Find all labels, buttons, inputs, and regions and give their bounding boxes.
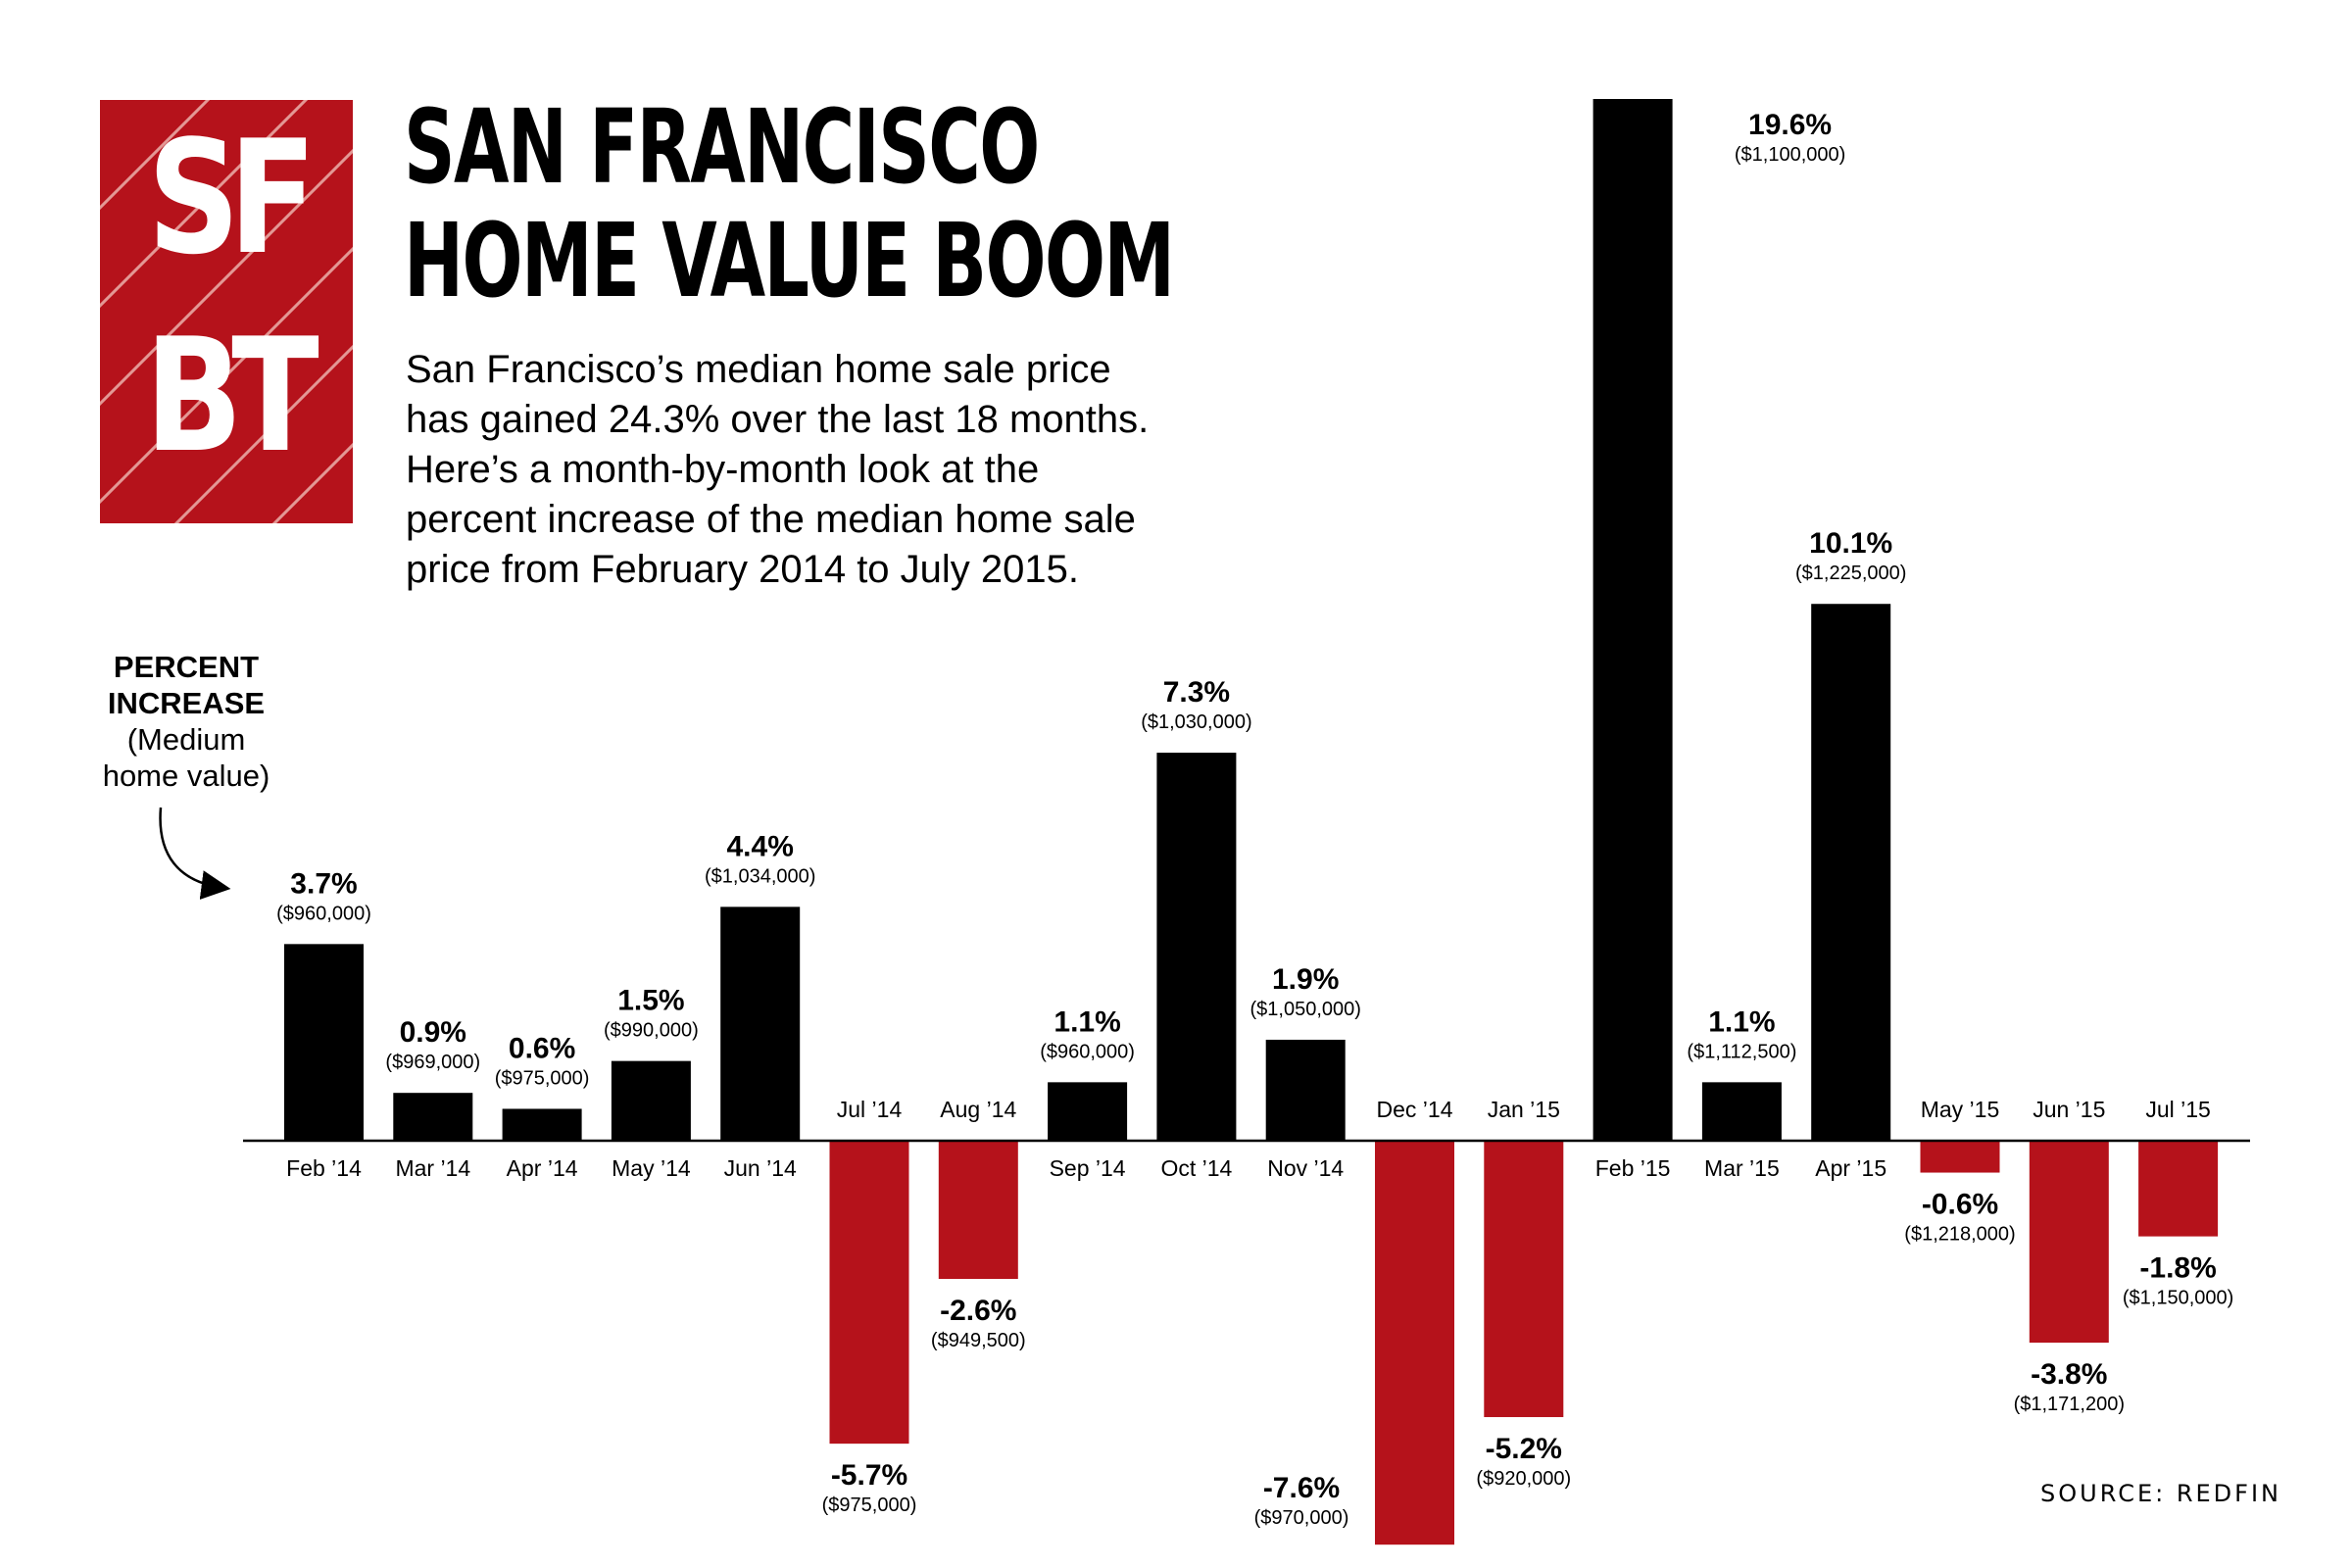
- data-label-price: ($1,050,000): [1250, 999, 1360, 1020]
- subtitle-line: Here’s a month-by-month look at the: [406, 448, 1040, 491]
- bar: [1592, 99, 1673, 1141]
- data-label-percent: -2.6%: [940, 1295, 1016, 1327]
- x-tick-label: Oct ’14: [1160, 1155, 1232, 1181]
- bar: [1920, 1141, 2000, 1173]
- data-label-percent: 10.1%: [1809, 527, 1892, 560]
- bar: [1048, 1082, 1128, 1141]
- bar: [938, 1141, 1018, 1280]
- x-tick-label: Jun ’15: [2033, 1097, 2105, 1122]
- data-label-price: ($949,500): [931, 1330, 1026, 1351]
- page-title: SAN FRANCISCO HOME VALUE BOOM: [404, 87, 1175, 320]
- logo-background: [100, 100, 353, 523]
- x-tick-label: Jan ’15: [1488, 1097, 1560, 1122]
- x-tick-label: Apr ’15: [1815, 1155, 1886, 1181]
- x-tick-label: Dec ’14: [1377, 1097, 1453, 1122]
- data-label-price: ($1,171,200): [2014, 1394, 2125, 1415]
- x-tick-label: Jul ’15: [2145, 1097, 2210, 1122]
- x-tick-label: Feb ’14: [286, 1155, 362, 1181]
- data-label-percent: -7.6%: [1263, 1472, 1340, 1504]
- data-label-price: ($975,000): [495, 1067, 590, 1089]
- source-note: SOURCE: REDFIN: [2040, 1480, 2281, 1507]
- bar: [2029, 1141, 2109, 1344]
- bar: [393, 1093, 473, 1141]
- logo-text-top: SF: [147, 106, 317, 289]
- data-label-price: ($1,100,000): [1735, 144, 1845, 166]
- bar: [1701, 1082, 1782, 1141]
- axis-label-line: (Medium: [126, 722, 246, 757]
- bar: [1265, 1039, 1346, 1141]
- x-tick-label: Aug ’14: [940, 1097, 1016, 1122]
- data-label-percent: 0.6%: [509, 1032, 575, 1064]
- bar: [1811, 604, 1891, 1141]
- axis-label-line: INCREASE: [107, 686, 266, 720]
- x-tick-label: Sep ’14: [1050, 1155, 1126, 1181]
- bar: [284, 944, 364, 1141]
- x-tick-label: Jul ’14: [837, 1097, 903, 1122]
- bar: [1375, 1141, 1454, 1545]
- data-label-percent: 1.1%: [1708, 1005, 1775, 1038]
- data-label-price: ($1,030,000): [1141, 711, 1251, 733]
- data-label-percent: -5.7%: [831, 1459, 907, 1492]
- pointer-arrow: [159, 807, 231, 900]
- data-label-percent: -0.6%: [1922, 1189, 1998, 1221]
- y-axis-label: PERCENT INCREASE (Medium home value): [69, 649, 304, 794]
- data-label-price: ($990,000): [604, 1020, 699, 1042]
- subtitle-line: has gained 24.3% over the last 18 months…: [406, 398, 1150, 441]
- title-line-1: SAN FRANCISCO: [404, 87, 1040, 207]
- data-label-percent: -1.8%: [2139, 1252, 2216, 1285]
- data-label-percent: 7.3%: [1163, 676, 1230, 709]
- data-label-price: ($975,000): [822, 1494, 917, 1516]
- bar: [720, 906, 801, 1141]
- sfbt-logo: SF BT: [100, 100, 353, 523]
- data-label-price: ($970,000): [1254, 1507, 1349, 1529]
- subtitle-line: price from February 2014 to July 2015.: [406, 548, 1080, 591]
- data-label-percent: 0.9%: [400, 1016, 466, 1049]
- x-tick-label: Nov ’14: [1267, 1155, 1344, 1181]
- data-label-percent: -3.8%: [2031, 1358, 2107, 1391]
- data-label-price: ($1,150,000): [2123, 1288, 2233, 1309]
- data-label-price: ($920,000): [1476, 1468, 1571, 1490]
- data-label-price: ($960,000): [276, 903, 371, 924]
- data-label-percent: 3.7%: [290, 867, 357, 900]
- data-label-percent: 1.9%: [1272, 963, 1339, 996]
- data-label-price: ($960,000): [1040, 1041, 1135, 1062]
- bar: [2138, 1141, 2219, 1237]
- bar: [1156, 753, 1237, 1141]
- data-label-price: ($1,225,000): [1795, 563, 1906, 584]
- bar: [829, 1141, 909, 1445]
- data-label-percent: 1.5%: [617, 985, 684, 1017]
- subtitle-line: percent increase of the median home sale: [406, 498, 1136, 541]
- axis-label-line: home value): [102, 759, 270, 793]
- bar: [502, 1108, 582, 1141]
- x-tick-label: Mar ’14: [395, 1155, 470, 1181]
- data-label-percent: 1.1%: [1054, 1005, 1120, 1038]
- data-label-price: ($1,034,000): [705, 865, 815, 887]
- logo-text-bottom: BT: [144, 304, 319, 487]
- title-line-2: HOME VALUE BOOM: [404, 201, 1175, 320]
- bar: [1484, 1141, 1564, 1418]
- data-label-percent: -5.2%: [1486, 1433, 1562, 1465]
- x-tick-label: Mar ’15: [1704, 1155, 1780, 1181]
- data-label-percent: 4.4%: [727, 830, 794, 862]
- subtitle: San Francisco’s median home sale price h…: [406, 345, 1288, 595]
- subtitle-line: San Francisco’s median home sale price: [406, 348, 1111, 391]
- bar: [611, 1060, 691, 1141]
- data-label-percent: 19.6%: [1748, 109, 1832, 141]
- data-label-price: ($1,218,000): [1904, 1224, 2015, 1246]
- x-tick-label: May ’14: [612, 1155, 691, 1181]
- x-tick-label: Apr ’14: [507, 1155, 578, 1181]
- axis-label-line: PERCENT: [113, 650, 260, 684]
- x-tick-label: Feb ’15: [1595, 1155, 1671, 1181]
- data-label-price: ($1,112,500): [1687, 1041, 1796, 1062]
- x-tick-label: Jun ’14: [724, 1155, 797, 1181]
- data-label-price: ($969,000): [385, 1052, 480, 1073]
- x-tick-label: May ’15: [1921, 1097, 2000, 1122]
